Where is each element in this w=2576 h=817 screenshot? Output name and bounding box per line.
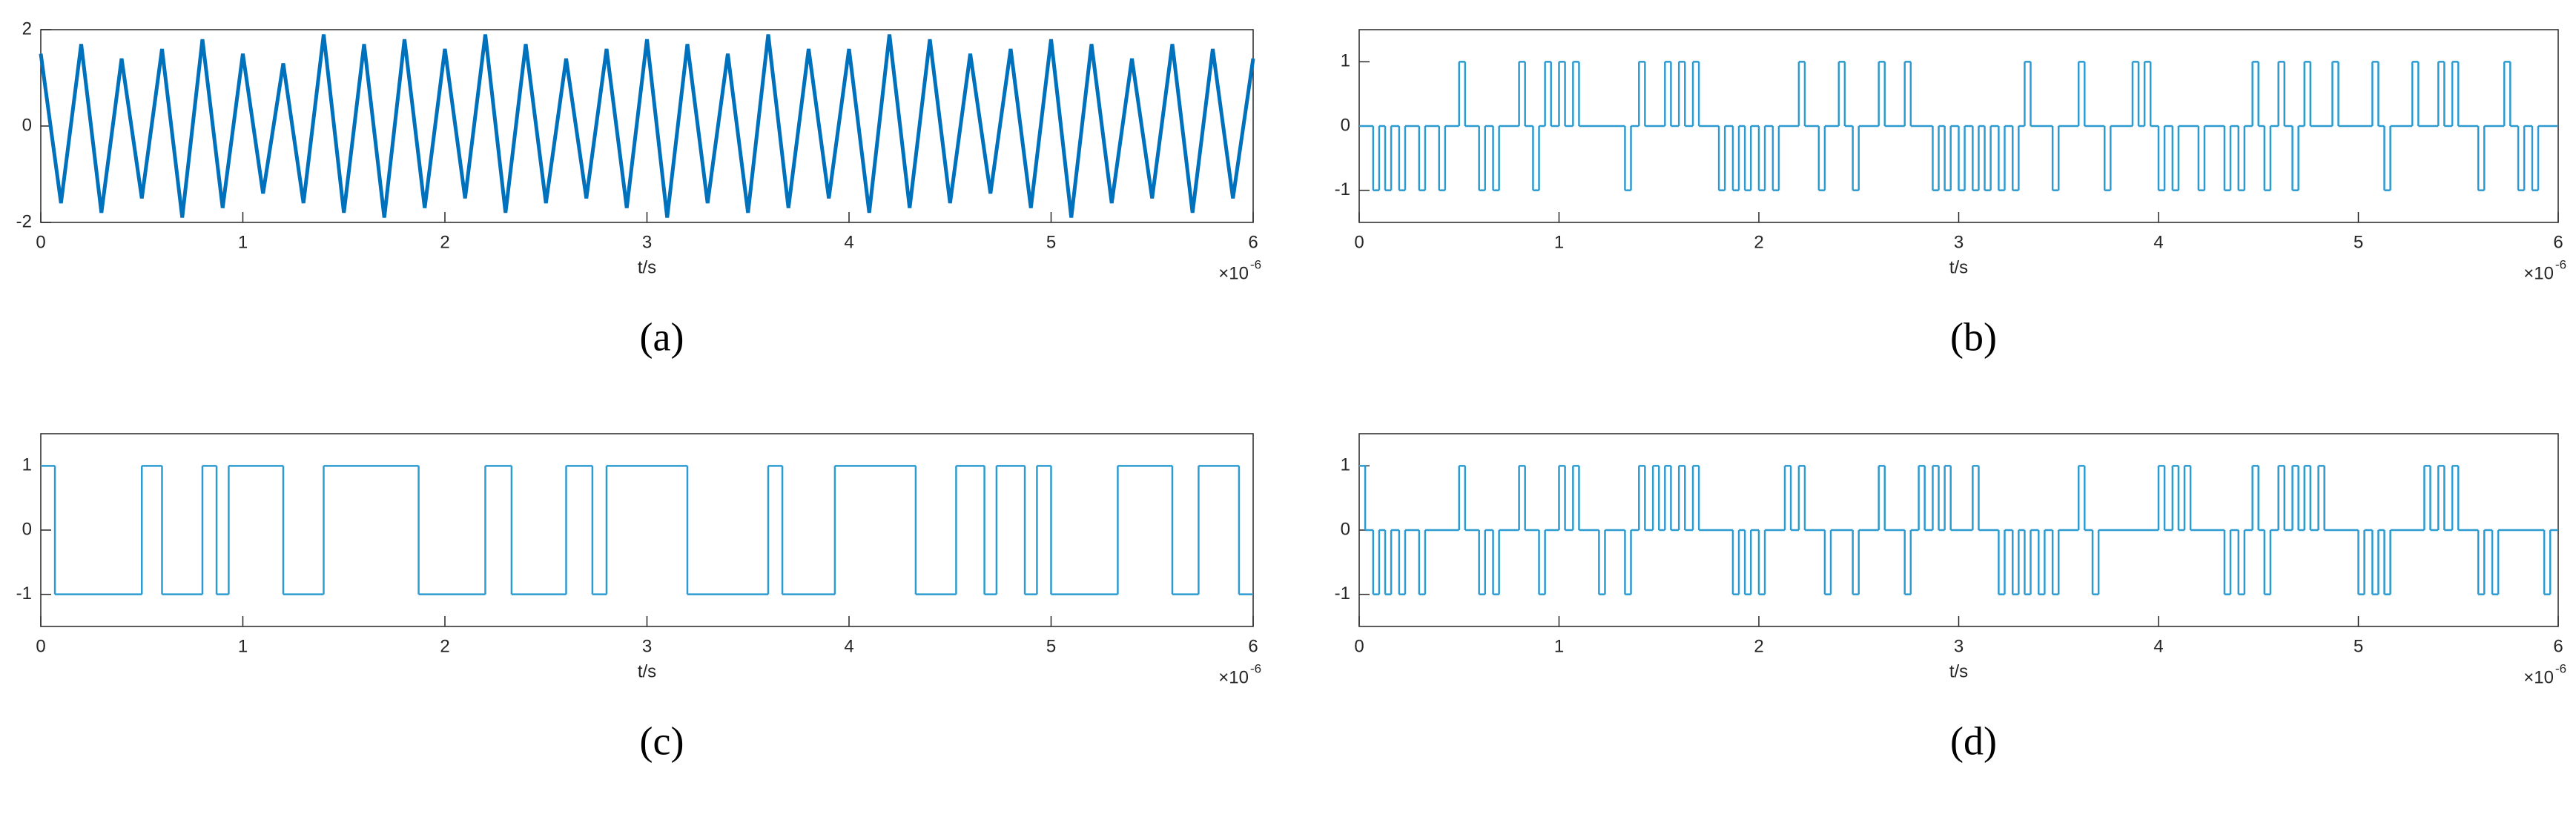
- panel-caption: (c): [640, 718, 684, 763]
- x-tick-label: 5: [1046, 232, 1056, 252]
- x-tick-label: 2: [440, 232, 449, 252]
- y-tick-label: 0: [1341, 115, 1350, 135]
- x-tick-label: 6: [2553, 636, 2563, 656]
- y-tick-label: -1: [1335, 583, 1350, 603]
- x-axis-label: t/s: [1949, 661, 1968, 681]
- x-tick-label: 4: [2153, 232, 2163, 252]
- x-tick-label: 1: [1554, 636, 1564, 656]
- x-tick-label: 2: [1754, 636, 1763, 656]
- x-tick-label: 4: [844, 232, 853, 252]
- panel-caption: (b): [1950, 314, 1997, 359]
- x-tick-label: 5: [2354, 232, 2363, 252]
- x-scale-exponent: -6: [2555, 257, 2566, 271]
- x-tick-label: 3: [642, 232, 652, 252]
- y-tick-label: 0: [22, 519, 32, 539]
- x-tick-label: 4: [844, 636, 853, 656]
- x-tick-label: 1: [1554, 232, 1564, 252]
- y-tick-label: 1: [1341, 455, 1350, 475]
- x-tick-label: 3: [642, 636, 652, 656]
- y-tick-label: 1: [22, 455, 32, 475]
- x-axis-label: t/s: [1949, 257, 1968, 277]
- x-tick-label: 0: [36, 232, 45, 252]
- y-tick-label: 0: [1341, 519, 1350, 539]
- panel-caption: (d): [1950, 718, 1997, 763]
- x-axis-label: t/s: [638, 257, 656, 277]
- x-tick-label: 0: [36, 636, 45, 656]
- y-tick-label: 0: [22, 115, 32, 135]
- x-scale-base: ×10: [1218, 263, 1249, 283]
- x-scale-exponent: -6: [1250, 257, 1261, 271]
- x-axis-label: t/s: [638, 661, 656, 681]
- signal-line: [39, 34, 1255, 218]
- x-tick-label: 5: [2354, 636, 2363, 656]
- x-scale-base: ×10: [2523, 263, 2554, 283]
- y-tick-label: -2: [16, 211, 32, 231]
- panel-caption: (a): [640, 314, 684, 359]
- x-tick-label: 5: [1046, 636, 1056, 656]
- x-tick-label: 6: [1248, 232, 1258, 252]
- x-tick-label: 0: [1354, 636, 1364, 656]
- x-tick-label: 2: [440, 636, 449, 656]
- x-scale-base: ×10: [1218, 667, 1249, 687]
- x-tick-label: 6: [1248, 636, 1258, 656]
- x-tick-label: 3: [1954, 636, 1964, 656]
- x-tick-label: 4: [2153, 636, 2163, 656]
- x-tick-label: 3: [1954, 232, 1964, 252]
- x-scale-exponent: -6: [2555, 661, 2566, 675]
- x-tick-label: 1: [238, 232, 248, 252]
- y-tick-label: 1: [1341, 51, 1350, 71]
- x-tick-label: 1: [238, 636, 248, 656]
- y-tick-label: 2: [22, 19, 32, 39]
- x-tick-label: 2: [1754, 232, 1763, 252]
- y-tick-label: -1: [1335, 179, 1350, 199]
- x-tick-label: 0: [1354, 232, 1364, 252]
- axes-box: [40, 433, 1254, 627]
- x-scale-base: ×10: [2523, 667, 2554, 687]
- x-tick-label: 6: [2553, 232, 2563, 252]
- x-scale-exponent: -6: [1250, 661, 1261, 675]
- y-tick-label: -1: [16, 583, 32, 603]
